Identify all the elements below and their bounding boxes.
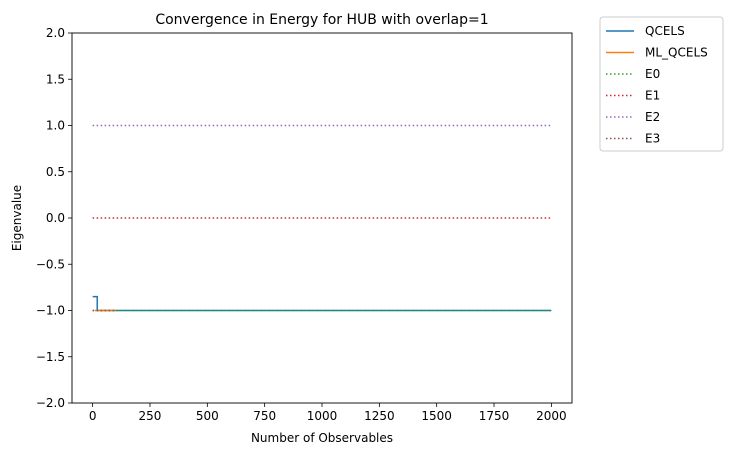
y-axis: −2.0 −1.5 −1.0 −0.5 0.0 0.5 1.0 1.5 2.0 [36,26,72,410]
y-tick-label: 0.5 [46,165,65,179]
x-tick-label: 1250 [364,409,395,423]
y-tick-label: −0.5 [36,257,65,271]
x-tick-label: 1750 [479,409,510,423]
legend-label-e3: E3 [645,132,660,146]
x-tick-label: 750 [253,409,276,423]
y-tick-label: 1.0 [46,119,65,133]
chart-title: Convergence in Energy for HUB with overl… [155,12,488,28]
legend-label-qcels: QCELS [645,24,685,38]
x-tick-label: 1000 [307,409,338,423]
y-tick-label: −1.0 [36,304,65,318]
x-tick-label: 500 [196,409,219,423]
legend-label-e0: E0 [645,67,660,81]
x-tick-label: 2000 [536,409,567,423]
y-tick-label: −2.0 [36,396,65,410]
y-tick-label: 0.0 [46,211,65,225]
x-tick-label: 250 [139,409,162,423]
legend-label-e1: E1 [645,89,660,103]
legend: QCELS ML_QCELS E0 E1 E2 E3 [599,16,724,152]
x-tick-label: 0 [89,409,97,423]
series-layer [92,124,552,312]
y-tick-label: 1.5 [46,72,65,86]
legend-label-e2: E2 [645,110,660,124]
x-axis-label: Number of Observables [251,431,393,445]
y-axis-label: Eigenvalue [10,185,24,251]
legend-label-ml-qcels: ML_QCELS [645,46,708,60]
y-tick-label: −1.5 [36,350,65,364]
x-axis: 0 250 500 750 1000 1250 1500 1750 2000 [89,403,567,423]
x-tick-label: 1500 [421,409,452,423]
y-tick-label: 2.0 [46,26,65,40]
